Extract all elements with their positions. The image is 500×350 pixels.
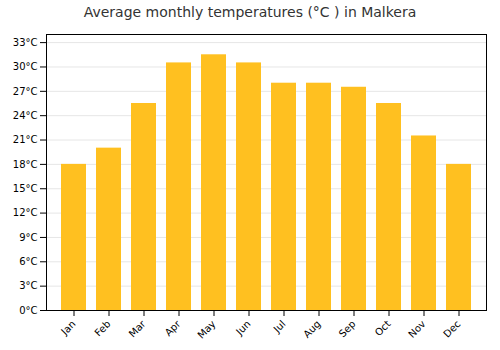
svg-text:27°C: 27°C (13, 86, 38, 97)
svg-text:Oct: Oct (373, 318, 393, 338)
svg-text:12°C: 12°C (13, 207, 38, 218)
svg-text:Nov: Nov (406, 318, 428, 340)
svg-text:Jan: Jan (58, 318, 77, 337)
svg-text:6°C: 6°C (19, 256, 37, 267)
svg-text:33°C: 33°C (13, 37, 38, 48)
svg-text:Jun: Jun (233, 318, 253, 338)
svg-text:21°C: 21°C (13, 134, 38, 145)
svg-text:Dec: Dec (441, 318, 462, 339)
svg-text:30°C: 30°C (13, 61, 38, 72)
svg-text:3°C: 3°C (19, 280, 37, 291)
svg-text:9°C: 9°C (19, 232, 37, 243)
svg-text:Mar: Mar (127, 318, 149, 340)
html-text:Average monthly temperatures (: Average monthly temperatures (°C ) in Ma… (83, 4, 417, 20)
svg-text:Sep: Sep (337, 318, 358, 339)
svg-text:24°C: 24°C (13, 110, 38, 121)
svg-text:Jul: Jul (271, 318, 288, 335)
svg-text:Apr: Apr (163, 318, 184, 339)
svg-text:Feb: Feb (92, 318, 112, 338)
svg-text:0°C: 0°C (19, 305, 37, 316)
svg-text:Aug: Aug (301, 318, 323, 340)
svg-text:18°C: 18°C (13, 159, 38, 170)
svg-text:15°C: 15°C (13, 183, 38, 194)
svg-text:May: May (195, 318, 217, 340)
